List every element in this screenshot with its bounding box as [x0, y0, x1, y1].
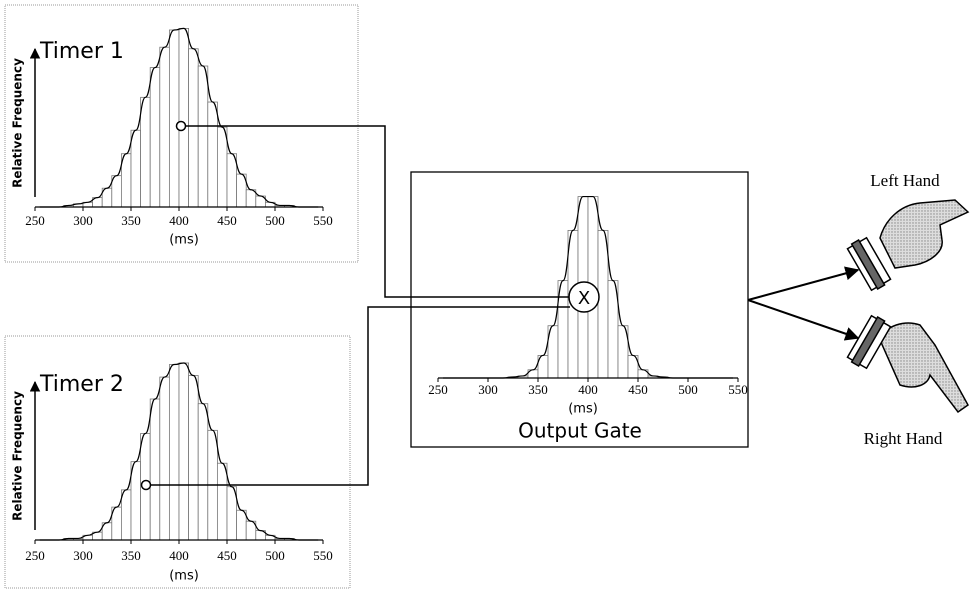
x-axis-label: (ms)	[568, 402, 598, 417]
timer1-panel	[4, 4, 359, 263]
x-tick-label: 550	[728, 382, 748, 397]
bar	[197, 65, 209, 208]
chart-title: Timer 1	[39, 39, 124, 64]
x-axis-label: (ms)	[169, 233, 199, 248]
connectors	[150, 125, 860, 486]
fit-curve	[39, 27, 319, 208]
bar	[197, 403, 209, 541]
bar	[130, 129, 141, 208]
x-tick-label: 500	[265, 213, 285, 228]
bar	[178, 362, 189, 541]
x-tick-label: 250	[25, 548, 45, 563]
charts: 250 300 350 400 450 500 550 (ms) Timer 1 Relative…	[11, 27, 748, 584]
x-tick-label: 400	[169, 548, 189, 563]
x-tick-label: 300	[73, 548, 93, 563]
x-axis-label: (ms)	[169, 569, 199, 584]
bar	[121, 153, 132, 208]
bar	[188, 48, 199, 208]
connector	[185, 125, 569, 298]
bar	[597, 229, 609, 379]
x-tick-label: 300	[73, 213, 93, 228]
x-tick-label: 400	[578, 382, 598, 397]
sample-marker	[140, 479, 152, 491]
bar	[226, 153, 237, 208]
x-tick-label: 450	[217, 213, 237, 228]
sample-marker	[175, 120, 187, 132]
x-tick-label: 550	[313, 548, 333, 563]
left-hand	[846, 199, 970, 292]
bar	[236, 509, 247, 541]
bar	[245, 189, 257, 208]
hand-label: Right Hand	[864, 429, 943, 448]
x-tick-label: 450	[628, 382, 648, 397]
bar	[111, 175, 122, 208]
x-tick-label: 250	[428, 382, 448, 397]
x-tick-label: 550	[313, 213, 333, 228]
bar	[159, 46, 170, 208]
bar	[159, 376, 170, 541]
x-tick-label: 400	[169, 213, 189, 228]
x-tick-label: 300	[478, 382, 498, 397]
x-tick-label: 350	[528, 382, 548, 397]
bar	[140, 96, 151, 208]
bar	[216, 126, 228, 208]
gate-x: X	[578, 288, 590, 309]
gate-panel	[410, 171, 749, 448]
gate-marker	[568, 281, 600, 313]
right-hand	[846, 314, 969, 414]
bar	[207, 101, 218, 208]
bar	[121, 489, 132, 541]
bar	[168, 29, 180, 208]
hand-label: Left Hand	[870, 171, 940, 190]
chart-title: Timer 2	[39, 372, 124, 397]
bar	[149, 67, 161, 208]
chart-title: Output Gate	[518, 419, 642, 443]
fit-curve	[39, 362, 319, 541]
x-tick-label: 250	[25, 213, 45, 228]
x-tick-label: 350	[121, 548, 141, 563]
bar	[130, 461, 141, 541]
x-tick-label: 350	[121, 213, 141, 228]
bar	[168, 364, 180, 541]
timer2-panel	[4, 335, 351, 589]
arrow	[747, 266, 860, 301]
bar	[178, 27, 189, 208]
bar	[149, 398, 161, 541]
x-tick-label: 450	[217, 548, 237, 563]
connector	[150, 306, 570, 486]
bar	[216, 462, 228, 541]
arrow	[747, 299, 860, 341]
x-tick-label: 500	[265, 548, 285, 563]
y-axis-label: Relative Frequency	[11, 391, 25, 521]
bar	[188, 375, 199, 541]
y-axis-label: Relative Frequency	[11, 58, 25, 188]
x-tick-label: 500	[678, 382, 698, 397]
